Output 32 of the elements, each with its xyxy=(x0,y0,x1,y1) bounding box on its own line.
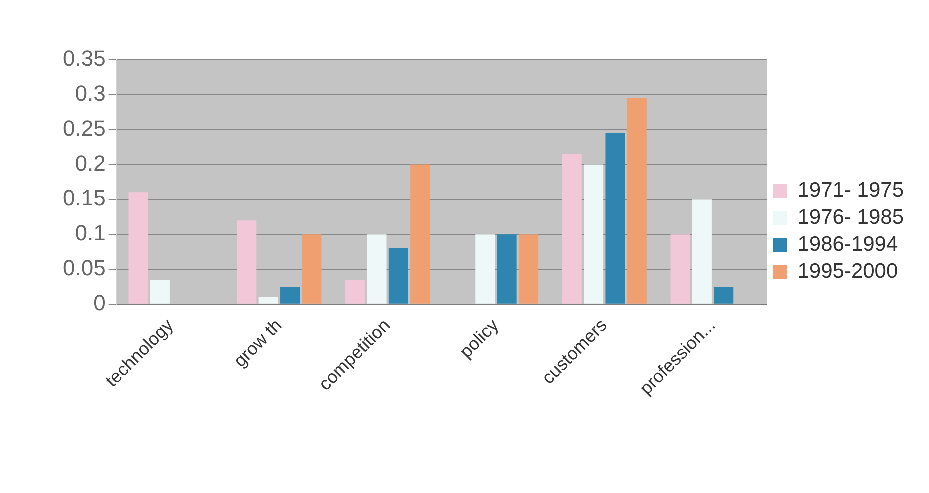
bar xyxy=(388,248,408,304)
bar xyxy=(128,192,148,304)
bar xyxy=(518,234,539,304)
bar xyxy=(692,200,712,304)
y-tick-label: 0 xyxy=(94,290,106,316)
bar xyxy=(606,133,626,304)
bar xyxy=(497,234,517,304)
bar xyxy=(562,154,582,304)
bar xyxy=(302,234,322,304)
y-tick-label: 0.3 xyxy=(75,80,106,106)
bar xyxy=(410,164,430,304)
y-tick-label: 0.35 xyxy=(62,46,106,72)
legend-label: 1976- 1985 xyxy=(798,206,904,229)
bar xyxy=(150,280,170,304)
bar xyxy=(346,280,366,304)
bar xyxy=(367,234,387,304)
bar xyxy=(280,286,300,304)
bar xyxy=(670,234,690,304)
legend-label: 1995-2000 xyxy=(798,260,898,283)
y-tick-label: 0.1 xyxy=(75,220,106,246)
y-tick-label: 0.05 xyxy=(62,256,106,281)
legend-label: 1986-1994 xyxy=(798,232,898,256)
bar xyxy=(258,297,278,304)
bar xyxy=(714,286,734,304)
y-tick-label: 0.2 xyxy=(75,150,106,176)
bar xyxy=(584,164,604,304)
y-tick-label: 0.25 xyxy=(62,116,106,141)
legend-label: 1971- 1975 xyxy=(798,178,904,202)
y-tick-label: 0.15 xyxy=(62,186,106,211)
bar xyxy=(237,220,257,304)
bar xyxy=(476,234,496,304)
bar xyxy=(627,98,647,304)
